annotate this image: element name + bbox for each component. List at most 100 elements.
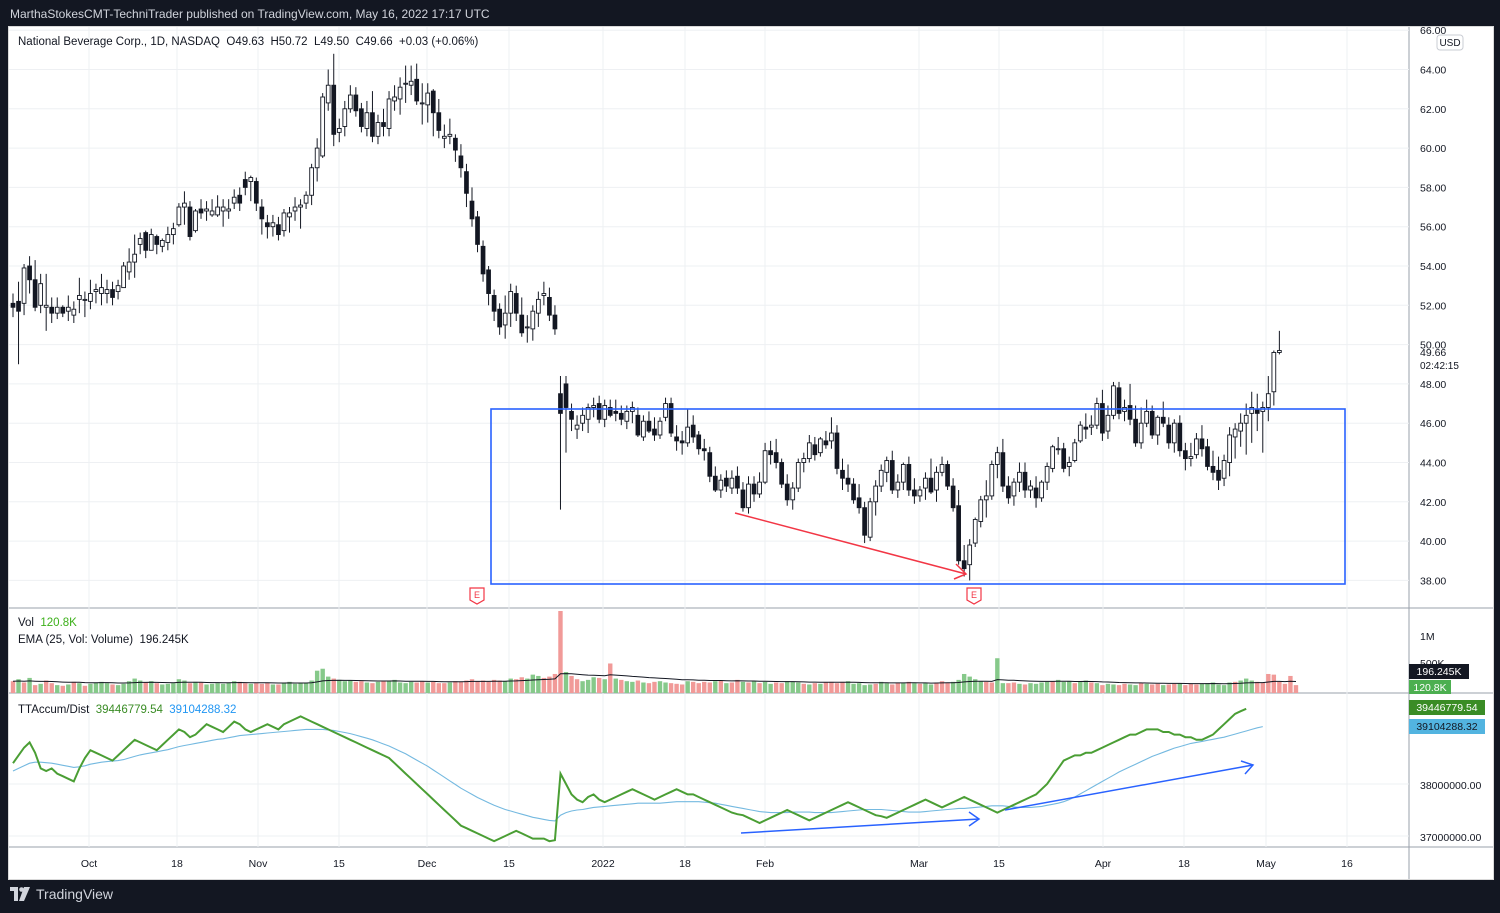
volume-bar-down (779, 683, 784, 693)
candle-up (663, 403, 668, 418)
volume-bar-up (232, 681, 237, 693)
candle-up (536, 298, 541, 314)
volume-bar-up (425, 682, 430, 693)
candle-up (137, 238, 143, 245)
volume-bar-up (630, 681, 635, 693)
candle-up (1050, 446, 1055, 469)
volume-bar-down (1194, 684, 1199, 693)
volume-bar-up (1039, 682, 1044, 693)
candle-up (508, 291, 514, 314)
candle-up (1039, 481, 1044, 499)
candle-up (215, 206, 220, 216)
time-axis-label: 16 (1341, 858, 1353, 870)
volume-bar-down (110, 684, 115, 693)
volume-bar-up (408, 681, 414, 693)
candle-up (939, 464, 945, 473)
candle-up (21, 267, 27, 304)
candle-up (1171, 422, 1177, 444)
candle-down (768, 450, 773, 456)
volume-bar-down (1188, 683, 1194, 693)
candle-up (1138, 422, 1144, 444)
volume-bar-up (912, 683, 917, 693)
candle-up (204, 208, 209, 212)
volume-bar-down (1183, 685, 1188, 693)
candle-down (475, 216, 480, 245)
accum-badge-2-label: 39104288.32 (1416, 721, 1477, 733)
candle-up (917, 489, 923, 497)
candle-up (176, 206, 182, 226)
ema-legend: EMA (25, Vol: Volume) 196.245K (18, 634, 189, 646)
ema-value: 196.245K (139, 634, 189, 646)
candle-down (353, 94, 359, 112)
volume-bar-up (879, 681, 884, 693)
volume-bar-up (740, 681, 746, 693)
volume-bar-up (1199, 683, 1205, 693)
candle-up (248, 177, 254, 182)
candle-up (1094, 403, 1100, 426)
volume-bar-down (801, 683, 806, 693)
chart-panel[interactable]: Oct 18 Nov 15 Dec 15 2022 18 Feb Mar 15 Apr 18 May 16 6… (8, 26, 1494, 880)
candle-up (602, 405, 608, 420)
volume-bar-down (690, 681, 696, 693)
candle-up (447, 133, 453, 137)
candle-down (237, 194, 243, 204)
volume-bar-down (187, 683, 193, 693)
volume-bar-down (497, 680, 502, 693)
candle-up (1155, 416, 1161, 436)
volume-bar-up (1210, 682, 1216, 693)
candle-up (1072, 442, 1078, 461)
candle-up (1238, 422, 1244, 432)
candle-up (978, 499, 984, 522)
time-axis-label: 18 (171, 858, 183, 870)
candle-up (403, 82, 408, 85)
blue-arrow-head (968, 811, 981, 827)
volume-bar-up (1105, 683, 1111, 693)
volume-bar-up (298, 683, 303, 693)
volume-bar-down (1050, 681, 1055, 693)
ohlc-low: L49.50 (313, 36, 350, 48)
candle-up (746, 483, 751, 509)
volume-bar-up (713, 681, 718, 693)
candle-up (65, 306, 71, 312)
accum-tick-label: 38000000.00 (1420, 780, 1481, 792)
volume-bar-down (984, 681, 989, 693)
volume-bar-down (1271, 674, 1277, 693)
candle-up (729, 477, 735, 489)
candle-down (956, 505, 961, 562)
candle-up (182, 202, 187, 208)
candle-up (757, 481, 762, 495)
volume-bar-up (1133, 685, 1138, 693)
footer-brand[interactable]: TradingView (10, 886, 113, 902)
volume-bar-up (525, 678, 530, 693)
volume-bar-up (796, 682, 801, 693)
candle-down (735, 475, 740, 489)
chart-svg[interactable]: Oct 18 Nov 15 Dec 15 2022 18 Feb Mar 15 Apr 18 May 16 6… (9, 27, 1493, 879)
candle-down (49, 306, 55, 314)
volume-bar-down (635, 680, 641, 693)
volume-bar-up (1127, 684, 1133, 693)
volume-bar-up (1227, 682, 1232, 693)
volume-bar-up (1033, 683, 1039, 693)
price-tick-label: 42.00 (1420, 497, 1446, 509)
volume-bar-down (873, 683, 878, 693)
volume-bar-up (226, 682, 231, 693)
time-axis-label: 18 (679, 858, 691, 870)
volume-bar-down (1260, 682, 1265, 693)
volume-bar-down (519, 677, 524, 693)
volume-bar-up (862, 685, 867, 693)
candle-down (486, 269, 491, 294)
candle-down (856, 497, 862, 509)
price-tick-label: 62.00 (1420, 104, 1446, 116)
volume-bar-down (679, 684, 685, 693)
volume-bar-up (1216, 684, 1221, 693)
candle-down (1210, 465, 1216, 473)
volume-bar-down (243, 683, 248, 693)
candle-up (574, 424, 580, 430)
volume-bar-up (55, 685, 60, 693)
volume-bar-down (596, 677, 602, 693)
vol-value: 120.8K (40, 617, 77, 629)
volume-bar-down (1172, 683, 1177, 693)
volume-bar-down (10, 681, 16, 693)
volume-bar-up (303, 682, 309, 693)
volume-bar-up (1249, 680, 1254, 693)
